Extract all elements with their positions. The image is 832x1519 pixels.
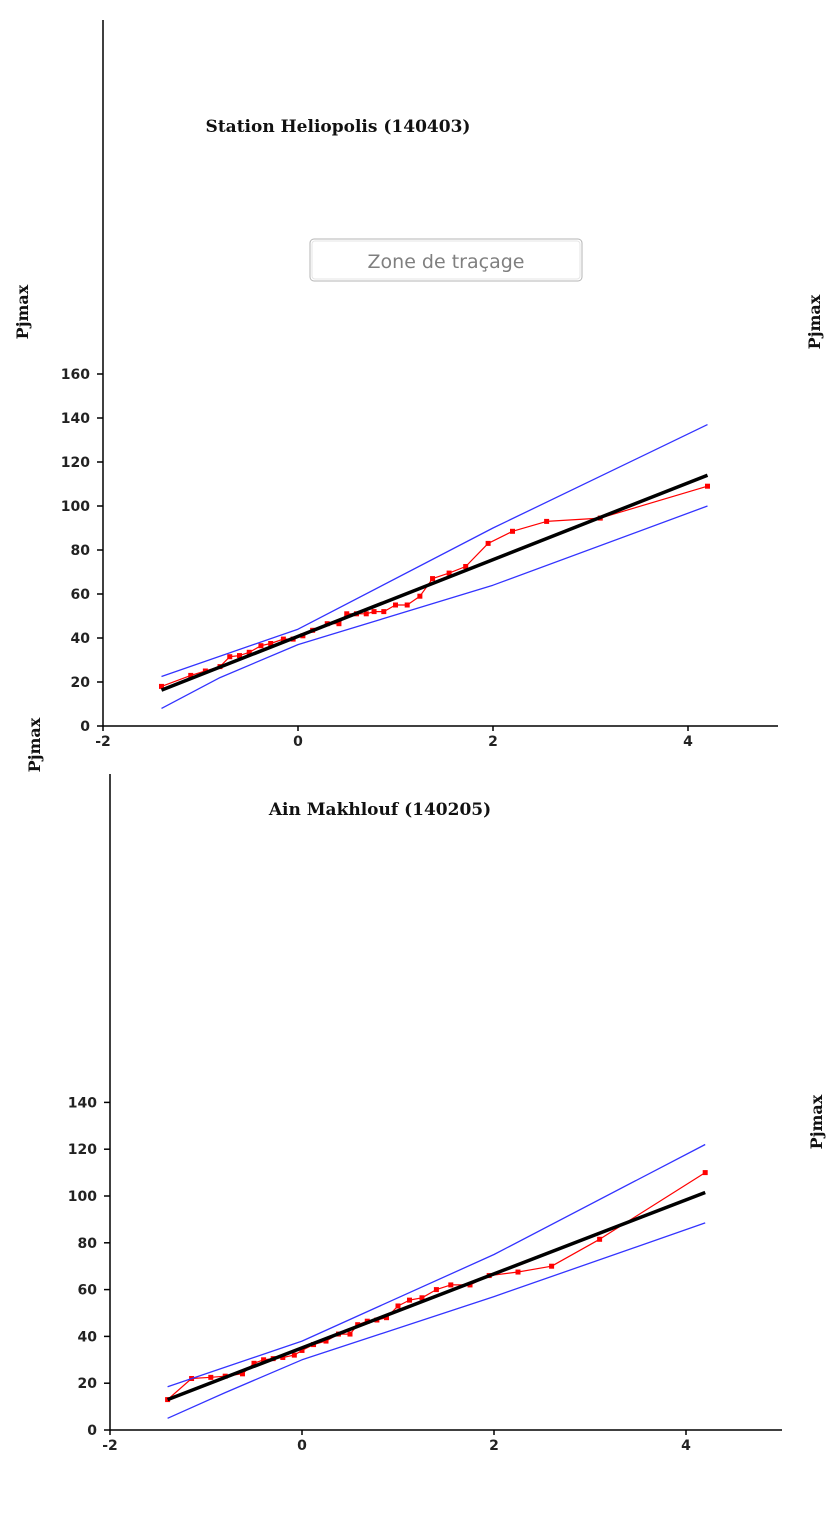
observed-point (347, 1331, 353, 1337)
series-upper-bound-line (161, 424, 708, 678)
x-tick-label: 4 (681, 1438, 691, 1454)
series-upper-bound-line (167, 1143, 706, 1388)
observed-point (549, 1263, 555, 1269)
observed-point (280, 636, 286, 642)
observed-point (702, 1170, 708, 1176)
observed-point (510, 528, 515, 534)
observed-point (188, 672, 194, 678)
observed-point (227, 654, 233, 660)
observed-point (419, 1295, 425, 1301)
observed-point (404, 602, 410, 608)
observed-point (239, 1371, 245, 1377)
y-tick-label: 60 (71, 587, 91, 603)
series-observed-line (167, 1172, 706, 1401)
observed-point (246, 649, 252, 655)
observed-point (597, 1236, 603, 1242)
observed-point (258, 643, 264, 649)
y-tick-label: 40 (78, 1329, 98, 1345)
observed-point (446, 570, 452, 576)
y-tick-label: 40 (71, 631, 91, 647)
observed-point (395, 1303, 401, 1309)
y-tick-label: 20 (78, 1376, 98, 1392)
observed-point (344, 611, 350, 617)
y-tick-label: 100 (68, 1189, 97, 1205)
observed-point (371, 609, 377, 615)
observed-point (381, 609, 387, 615)
y-axis-label: Pjmax (13, 284, 32, 339)
plot-area-tooltip: Zone de traçage (309, 238, 583, 282)
observed-point (407, 1297, 413, 1303)
series-fit-line (166, 1190, 706, 1402)
observed-point (448, 1282, 454, 1288)
observed-point (363, 611, 369, 617)
observed-point (237, 653, 242, 659)
y-tick-label: 120 (61, 455, 90, 471)
x-tick-label: 2 (488, 734, 498, 750)
observed-point (515, 1269, 521, 1275)
x-tick-label: 0 (297, 1438, 307, 1454)
y-tick-label: 120 (68, 1142, 97, 1158)
y-tick-label: 0 (87, 1423, 97, 1439)
y-tick-label: 0 (80, 719, 90, 735)
tooltip-box (309, 238, 583, 282)
series-lower-bound-line (167, 1222, 706, 1419)
observed-point (159, 683, 164, 689)
observed-point (280, 1354, 286, 1360)
observed-point (336, 621, 342, 627)
observed-point (268, 641, 274, 646)
side-ylabel-2: Pjmax (807, 1094, 826, 1149)
chart-title: Ain Makhlouf (140205) (268, 800, 491, 820)
y-tick-label: 140 (61, 411, 90, 427)
side-ylabel-1: Pjmax (805, 294, 824, 349)
y-tick-label: 80 (78, 1236, 98, 1252)
y-tick-label: 80 (71, 543, 91, 559)
y-tick-label: 60 (78, 1283, 98, 1299)
observed-point (291, 1352, 297, 1358)
y-tick-label: 100 (61, 499, 90, 515)
observed-point (393, 602, 398, 608)
observed-point (323, 1338, 329, 1344)
observed-point (433, 1287, 439, 1293)
x-tick-label: 0 (293, 734, 303, 750)
x-tick-label: -2 (95, 734, 111, 750)
observed-point (299, 1347, 305, 1353)
observed-point (430, 576, 436, 582)
x-tick-label: 2 (489, 1438, 499, 1454)
y-tick-label: 160 (61, 367, 90, 383)
observed-point (417, 593, 423, 599)
observed-point (705, 483, 710, 489)
observed-point (383, 1315, 389, 1321)
series-lower-bound-line (161, 505, 708, 709)
observed-point (208, 1374, 214, 1380)
tooltip-inner (311, 240, 581, 280)
observed-point (261, 1357, 267, 1363)
tooltip-text: Zone de traçage (368, 251, 525, 273)
chart-title: Station Heliopolis (140403) (206, 117, 471, 137)
observed-point (485, 540, 491, 546)
chart-heliopolis: 0 20 40 60 80 100 120 140 160 -2 0 2 4 Station Heliop… (13, 20, 778, 750)
observed-point (463, 564, 469, 569)
series-fit-line (160, 473, 709, 692)
observed-point (544, 518, 550, 524)
y-tick-label: 140 (68, 1095, 97, 1111)
observed-point (251, 1360, 257, 1366)
y-axis-label: Pjmax (25, 717, 44, 772)
x-tick-label: -2 (102, 1438, 118, 1454)
x-tick-label: 4 (683, 734, 693, 750)
y-tick-label: 20 (71, 675, 91, 691)
